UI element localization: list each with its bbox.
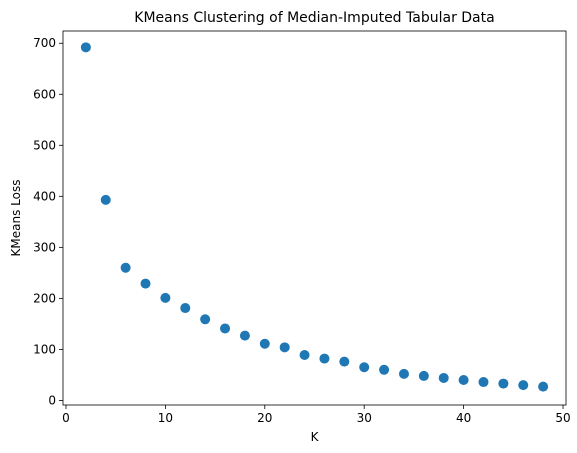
- data-point: [120, 262, 131, 273]
- data-point: [200, 314, 211, 325]
- data-point: [239, 330, 250, 341]
- data-point: [359, 362, 370, 373]
- y-tick-label: 0: [48, 393, 56, 407]
- x-tick-label: 50: [555, 411, 570, 425]
- x-tick-label: 30: [357, 411, 372, 425]
- data-point: [418, 370, 429, 381]
- data-point: [518, 380, 529, 391]
- data-point: [498, 378, 509, 389]
- x-tick-label: 20: [257, 411, 272, 425]
- y-tick-label: 500: [33, 138, 56, 152]
- data-point: [80, 42, 91, 53]
- y-tick-label: 300: [33, 240, 56, 254]
- data-point: [379, 364, 390, 375]
- y-tick-label: 700: [33, 36, 56, 50]
- data-point: [220, 323, 231, 334]
- data-point: [339, 356, 350, 367]
- data-point: [398, 368, 409, 379]
- data-point: [180, 303, 191, 314]
- x-tick-label: 10: [158, 411, 173, 425]
- plot-frame: [62, 30, 567, 406]
- data-point: [160, 292, 171, 303]
- data-point: [100, 194, 111, 205]
- x-tick-label: 40: [456, 411, 471, 425]
- y-tick-label: 100: [33, 342, 56, 356]
- data-point: [458, 374, 469, 385]
- x-axis-label: K: [311, 430, 320, 444]
- data-point: [299, 349, 310, 360]
- data-point: [279, 342, 290, 353]
- x-tick-label: 0: [62, 411, 70, 425]
- y-tick-label: 600: [33, 87, 56, 101]
- y-axis-label: KMeans Loss: [9, 180, 23, 257]
- chart-title: KMeans Clustering of Median-Imputed Tabu…: [134, 10, 494, 26]
- data-point: [438, 372, 449, 383]
- data-point: [140, 278, 151, 289]
- data-point: [319, 353, 330, 364]
- data-point: [259, 338, 270, 349]
- data-point: [538, 381, 549, 392]
- data-point: [478, 377, 489, 388]
- y-tick-label: 200: [33, 291, 56, 305]
- y-tick-label: 400: [33, 189, 56, 203]
